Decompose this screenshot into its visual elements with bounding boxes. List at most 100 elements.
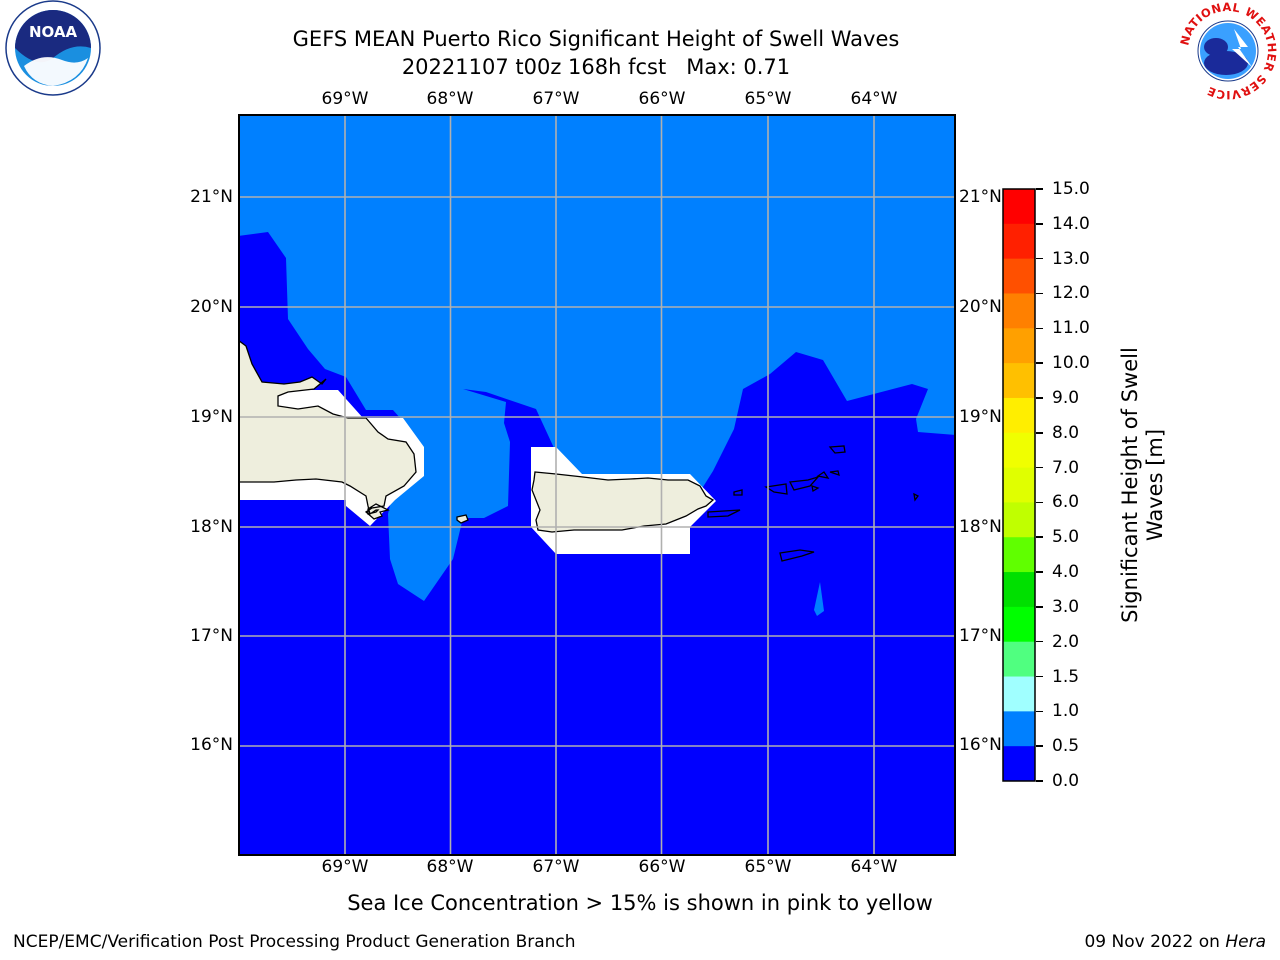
colorbar-tick-mark [1036,745,1043,747]
footer-date-text: 09 Nov 2022 on [1084,932,1226,952]
colorbar-band [1003,711,1035,747]
colorbar-frame [1002,188,1036,782]
colorbar-band [1003,223,1035,260]
lat-label-left: 20°N [190,297,233,317]
colorbar-tick-label: 2.0 [1052,631,1080,652]
lat-label-left: 17°N [190,626,233,646]
lat-label-right: 19°N [959,407,1002,427]
colorbar-tick-label: 8.0 [1052,422,1080,443]
colorbar-band [1003,746,1035,782]
svg-text:NOAA: NOAA [29,23,78,41]
land-puerto-rico [531,471,715,533]
lat-label-left: 19°N [190,407,233,427]
lon-label-bottom: 69°W [321,857,369,877]
footer-date: 09 Nov 2022 on Hera [1084,932,1266,952]
colorbar-tick-mark [1036,501,1043,504]
lon-label-top: 64°W [850,89,898,109]
colorbar-band [1003,363,1035,399]
map-title: GEFS MEAN Puerto Rico Significant Height… [292,27,900,51]
colorbar-bands [1003,189,1035,782]
colorbar-band [1003,293,1035,329]
colorbar-band [1003,606,1035,643]
colorbar-tick-label: 15.0 [1052,179,1090,199]
colorbar-tick-label: 12.0 [1052,283,1090,304]
colorbar-tick-mark [1036,327,1043,330]
lon-label-top: 69°W [321,89,369,109]
lon-label-bottom: 64°W [850,857,898,877]
lon-label-bottom: 66°W [638,857,686,877]
lat-label-left: 21°N [190,187,233,207]
colorbar-band [1003,397,1035,434]
footer-credit: NCEP/EMC/Verification Post Processing Pr… [13,932,576,952]
colorbar-tick-mark [1036,362,1043,364]
footer-host: Hera [1225,932,1266,952]
lon-label-bottom: 65°W [744,857,792,877]
colorbar-tick-mark [1036,188,1043,190]
lat-label-right: 18°N [959,517,1002,537]
lat-label-left: 18°N [190,517,233,537]
colorbar-label-line1: Significant Height of Swell [1118,347,1142,623]
colorbar-tick-label: 0.0 [1052,771,1080,791]
colorbar-tick-mark [1036,780,1043,782]
lon-label-bottom: 67°W [532,857,580,877]
colorbar-tick-mark [1036,466,1043,469]
colorbar-tick-label: 1.5 [1052,666,1080,687]
colorbar-tick-label: 14.0 [1052,213,1090,234]
map-subtitle: 20221107 t00z 168h fcst Max: 0.71 [401,55,791,79]
lat-label-right: 20°N [959,297,1002,317]
colorbar-tick-label: 0.5 [1052,736,1080,757]
map-frame [238,114,956,856]
colorbar-band [1003,502,1035,538]
lon-label-top: 65°W [744,89,792,109]
colorbar-band [1003,258,1035,294]
colorbar-tick-label: 7.0 [1052,457,1080,478]
nws-logo: NATIONAL WEATHER SERVICE [1178,1,1278,101]
lat-label-right: 21°N [959,187,1002,207]
colorbar-tick-mark [1036,536,1043,538]
colorbar-band [1003,676,1035,712]
colorbar-tick-label: 3.0 [1052,596,1080,617]
lon-label-top: 67°W [532,89,580,109]
colorbar-band [1003,432,1035,469]
colorbar-tick-mark [1036,257,1043,260]
colorbar-label-line2: Waves [m] [1143,428,1167,542]
colorbar-tick-label: 11.0 [1052,318,1090,339]
colorbar-tick-label: 10.0 [1052,353,1090,374]
lat-label-right: 16°N [959,735,1002,755]
colorbar-tick-label: 6.0 [1052,492,1080,513]
sea-ice-note: Sea Ice Concentration > 15% is shown in … [347,891,933,915]
colorbar-band [1003,189,1035,225]
colorbar-band [1003,328,1035,364]
colorbar-tick-mark [1036,606,1043,608]
colorbar-tick-label: 13.0 [1052,248,1090,269]
colorbar-tick-mark [1036,292,1043,295]
map-panel [238,114,956,856]
lat-label-left: 16°N [190,735,233,755]
colorbar-tick-mark [1036,432,1043,434]
colorbar-tick-mark [1036,640,1043,643]
colorbar-tick-mark [1036,710,1043,713]
lon-label-top: 68°W [426,89,474,109]
land-virgin-islands [707,445,919,562]
colorbar-tick-mark [1036,397,1043,399]
colorbar-tick-mark [1036,571,1043,573]
colorbar-tick-label: 1.0 [1052,701,1080,722]
colorbar-band [1003,537,1035,573]
land-hispaniola [238,339,417,520]
colorbar-tick-mark [1036,675,1043,678]
noaa-logo: NOAA [2,0,104,102]
graticule [238,114,956,856]
swell-height-map [238,114,956,856]
colorbar-band [1003,641,1035,678]
colorbar [1002,188,1036,782]
colorbar-band [1003,572,1035,608]
colorbar-tick-label: 9.0 [1052,387,1080,408]
colorbar-tick-label: 5.0 [1052,527,1080,548]
lon-label-bottom: 68°W [426,857,474,877]
swell-patch [814,582,824,616]
land-mona-island [456,514,469,524]
colorbar-tick-label: 4.0 [1052,562,1080,583]
lat-label-right: 17°N [959,626,1002,646]
lon-label-top: 66°W [638,89,686,109]
colorbar-band [1003,467,1035,503]
